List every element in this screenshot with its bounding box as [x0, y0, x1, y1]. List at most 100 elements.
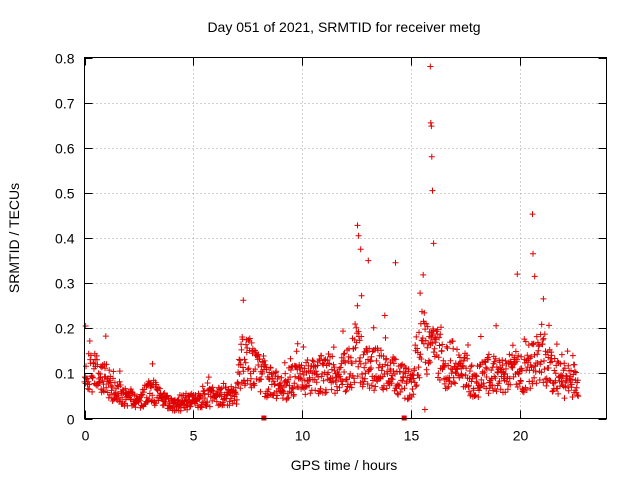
data-point	[465, 382, 472, 389]
data-point	[558, 351, 565, 358]
data-point	[533, 380, 540, 387]
data-point	[141, 386, 148, 393]
data-point	[94, 361, 101, 368]
data-point	[555, 390, 562, 397]
data-point	[252, 366, 259, 373]
data-point	[541, 366, 548, 373]
data-point	[278, 382, 284, 389]
data-point	[389, 372, 395, 379]
data-point	[359, 375, 366, 381]
data-point	[282, 370, 289, 377]
y-tick-label: 0.2	[55, 321, 75, 337]
data-point	[115, 392, 122, 399]
data-point	[156, 385, 163, 392]
data-point	[540, 295, 547, 302]
data-point	[284, 395, 291, 402]
data-point	[411, 365, 418, 372]
data-point	[545, 354, 552, 361]
data-point	[329, 353, 336, 360]
data-point	[569, 394, 576, 400]
data-point	[237, 385, 244, 392]
data-point	[312, 387, 319, 394]
data-point	[227, 395, 234, 402]
data-point	[99, 377, 106, 384]
data-point	[256, 356, 263, 363]
data-point	[302, 391, 309, 398]
data-point	[538, 321, 545, 328]
data-point	[338, 354, 345, 361]
data-point	[452, 380, 459, 387]
data-point	[85, 378, 92, 385]
data-point	[355, 232, 362, 239]
data-point	[409, 371, 416, 378]
data-point	[523, 386, 530, 393]
data-point	[565, 387, 572, 394]
data-point	[488, 367, 495, 374]
data-point	[565, 383, 571, 389]
data-point	[405, 366, 412, 373]
data-point	[293, 348, 300, 355]
chart-title: Day 051 of 2021, SRMTID for receiver met…	[207, 19, 480, 35]
data-point	[175, 396, 182, 403]
y-tick-label: 0.8	[55, 51, 75, 67]
data-point	[107, 391, 113, 398]
data-point	[357, 246, 364, 253]
data-point	[347, 381, 354, 388]
data-point	[531, 374, 538, 381]
data-point	[512, 348, 519, 355]
data-point	[436, 334, 443, 341]
data-point	[533, 333, 540, 340]
data-point	[349, 360, 356, 367]
data-point	[416, 374, 423, 381]
data-point	[389, 376, 396, 383]
data-point	[424, 371, 430, 378]
data-point	[244, 366, 251, 373]
data-point	[365, 257, 372, 264]
data-point	[421, 406, 428, 413]
data-point	[89, 388, 96, 395]
data-point	[131, 392, 138, 398]
data-point	[395, 382, 402, 389]
data-point	[353, 339, 360, 346]
data-point	[392, 259, 399, 266]
data-point	[353, 324, 360, 331]
data-point	[482, 364, 489, 371]
data-point	[278, 374, 285, 381]
data-point	[454, 346, 460, 353]
data-point	[301, 365, 308, 372]
data-point	[465, 342, 471, 348]
data-point	[257, 388, 264, 395]
data-point	[565, 362, 572, 369]
data-point	[574, 392, 581, 399]
data-point	[483, 374, 490, 380]
data-point	[218, 385, 225, 392]
data-point	[368, 382, 375, 389]
data-point	[462, 372, 469, 378]
data-point	[463, 365, 470, 372]
data-point	[246, 347, 253, 354]
data-point	[103, 361, 110, 368]
data-point	[502, 357, 509, 364]
data-point	[427, 63, 434, 70]
data-point	[438, 347, 445, 354]
data-point	[290, 391, 297, 398]
data-point	[503, 365, 509, 372]
data-point	[330, 344, 337, 351]
data-point	[574, 377, 581, 384]
data-point	[413, 333, 420, 340]
data-point	[358, 292, 365, 299]
data-point	[540, 335, 547, 342]
data-point	[246, 335, 253, 342]
data-point	[428, 153, 435, 160]
data-point	[381, 382, 387, 389]
data-point	[322, 390, 329, 396]
data-point	[364, 349, 371, 356]
data-point	[493, 388, 500, 395]
data-point	[88, 352, 94, 359]
data-point	[103, 384, 110, 391]
data-point	[412, 342, 419, 349]
data-point	[236, 371, 243, 377]
data-point	[270, 378, 277, 385]
data-point	[538, 369, 545, 376]
